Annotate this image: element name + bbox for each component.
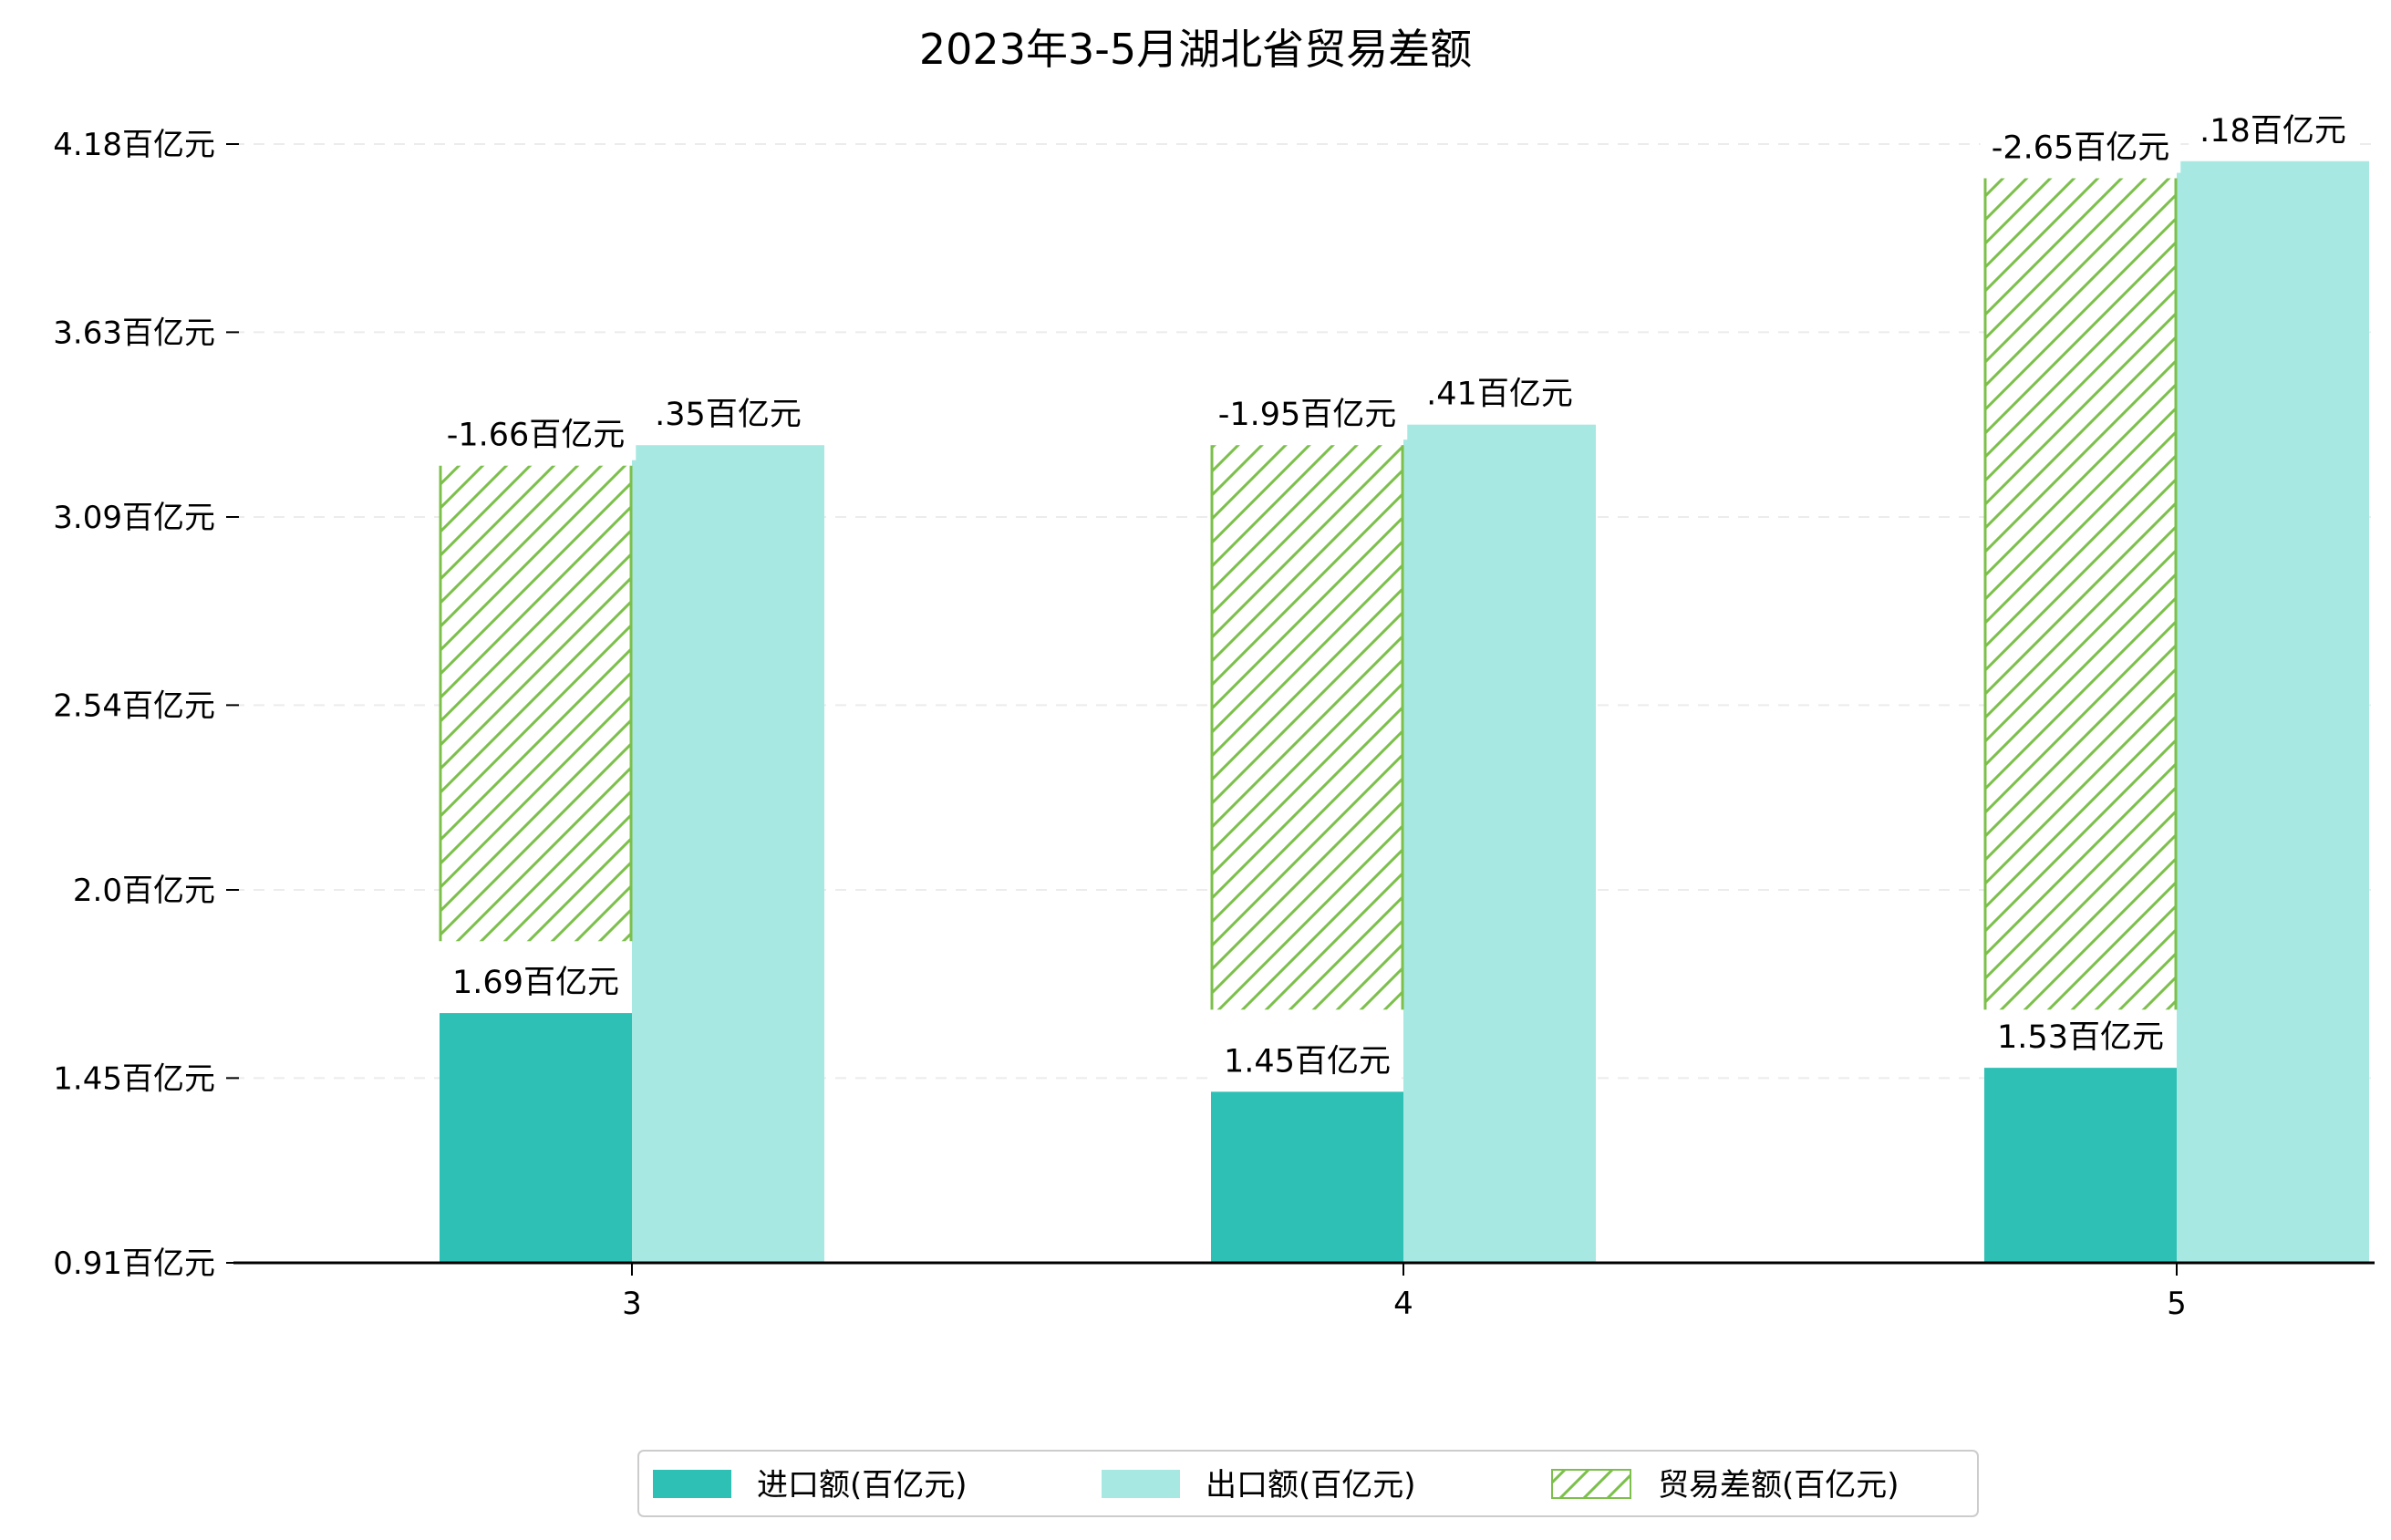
legend: 进口额(百亿元) 出口额(百亿元) 贸易差额(百亿元) — [637, 1450, 1979, 1517]
legend-swatch — [1102, 1470, 1180, 1498]
bar-balance — [1984, 178, 2177, 1010]
bar-export — [1403, 424, 1596, 1263]
y-tick-label: 2.54百亿元 — [53, 687, 215, 724]
x-tick-label: 3 — [622, 1286, 642, 1322]
x-tick-label: 5 — [2167, 1286, 2187, 1322]
data-labels: .35百亿元 -1.66百亿元 1.69百亿元 .41百亿元 -1.95百亿元 1.45百… — [435, 106, 2357, 1087]
label-export-text: .35百亿元 — [655, 397, 802, 433]
legend-swatch — [1551, 1469, 1631, 1499]
bar-import — [1984, 1068, 2177, 1263]
y-tick-label: 3.63百亿元 — [53, 315, 215, 351]
label-balance-text: -2.65百亿元 — [1992, 130, 2170, 167]
bar-import — [440, 1013, 632, 1263]
legend-swatch — [653, 1470, 731, 1498]
bar-balance — [1211, 445, 1403, 1010]
legend-label: 进口额(百亿元) — [757, 1467, 968, 1504]
x-tick-label: 4 — [1393, 1286, 1413, 1322]
y-tick-label: 2.0百亿元 — [73, 873, 215, 909]
bar-export — [632, 445, 824, 1263]
legend-item: 出口额(百亿元) — [1102, 1467, 1416, 1504]
legend-item: 进口额(百亿元) — [653, 1467, 968, 1504]
label-import-text: 1.45百亿元 — [1224, 1043, 1391, 1080]
label-import-bg — [1213, 1037, 1402, 1087]
y-tick-label: 1.45百亿元 — [53, 1060, 215, 1097]
bar-import — [1211, 1091, 1403, 1263]
label-import: 1.45百亿元 — [1213, 1037, 1402, 1087]
bar-export — [2177, 160, 2369, 1263]
label-import: 1.69百亿元 — [441, 958, 630, 1008]
legend-label: 贸易差额(百亿元) — [1658, 1467, 1899, 1504]
bar-balance — [440, 465, 632, 942]
legend-frame — [637, 1450, 1979, 1517]
label-balance-bg — [1206, 390, 1408, 440]
label-import-bg — [1986, 1013, 2175, 1063]
label-balance-bg — [435, 410, 637, 460]
label-balance: -1.95百亿元 — [1206, 390, 1408, 440]
label-import: 1.53百亿元 — [1986, 1013, 2175, 1063]
label-balance-bg — [1980, 123, 2181, 173]
label-import-bg — [441, 958, 630, 1008]
label-export-bg — [2189, 106, 2357, 156]
label-balance-text: -1.95百亿元 — [1218, 397, 1397, 433]
label-import-text: 1.69百亿元 — [452, 965, 619, 1001]
bars — [439, 160, 2369, 1263]
label-export: .41百亿元 — [1415, 369, 1584, 419]
label-balance: -1.66百亿元 — [435, 410, 637, 460]
label-balance-text: -1.66百亿元 — [447, 418, 626, 454]
label-import-text: 1.53百亿元 — [1997, 1019, 2164, 1056]
axes: 0.91百亿元 1.45百亿元 2.0百亿元 2.54百亿元 3.09百亿元 3.63百亿… — [53, 127, 2375, 1322]
y-tick-label: 0.91百亿元 — [53, 1245, 215, 1282]
label-balance: -2.65百亿元 — [1980, 123, 2181, 173]
label-export-bg — [644, 390, 813, 440]
label-export: .35百亿元 — [644, 390, 813, 440]
y-tick-label: 4.18百亿元 — [53, 127, 215, 163]
y-tick-label: 3.09百亿元 — [53, 500, 215, 536]
label-export-text: .41百亿元 — [1426, 377, 1573, 413]
chart-title: 2023年3-5月湖北省贸易差额 — [919, 25, 1472, 74]
label-export-text: .18百亿元 — [2200, 113, 2346, 150]
label-export-bg — [1415, 369, 1584, 419]
legend-item: 贸易差额(百亿元) — [1551, 1467, 1899, 1504]
label-export: .18百亿元 — [2189, 106, 2357, 156]
legend-label: 出口额(百亿元) — [1206, 1467, 1416, 1504]
